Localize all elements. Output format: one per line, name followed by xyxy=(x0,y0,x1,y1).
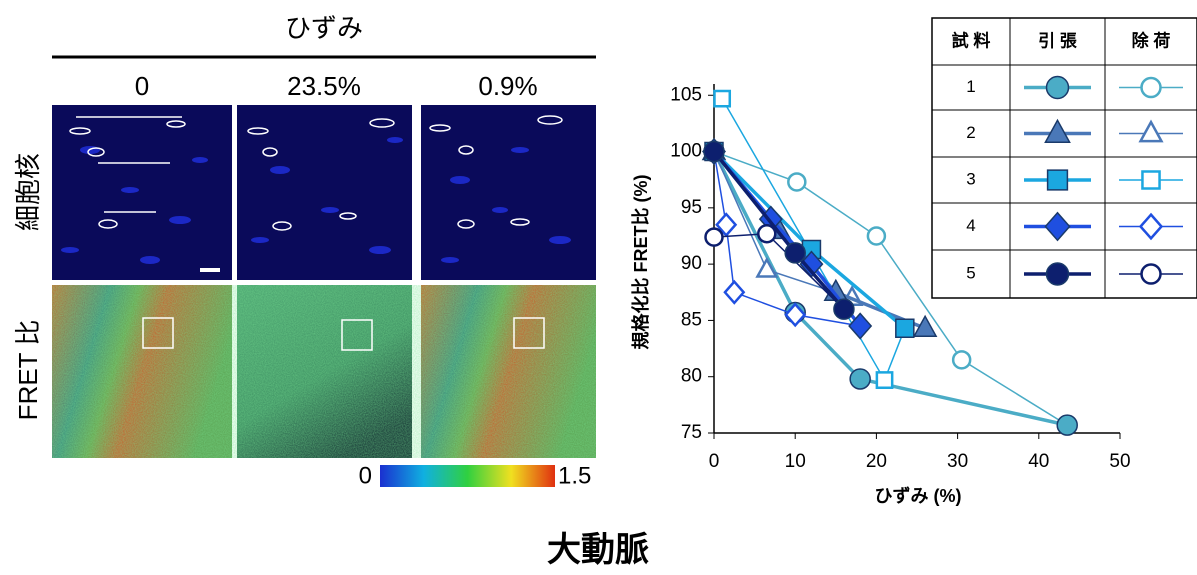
marker xyxy=(715,212,738,238)
y-tick-label: 105 xyxy=(670,84,702,105)
x-tick-label: 20 xyxy=(866,451,887,472)
x-tick-label: 50 xyxy=(1109,451,1130,472)
y-tick-label: 100 xyxy=(670,141,702,162)
loading-line xyxy=(712,150,1068,427)
marker xyxy=(1045,262,1070,286)
marker xyxy=(1056,414,1078,436)
marker xyxy=(895,318,915,339)
marker xyxy=(1141,170,1161,190)
marker xyxy=(1138,119,1164,143)
colorbar-label: 0 xyxy=(359,462,372,489)
marker xyxy=(912,314,938,338)
colorbar xyxy=(380,465,555,487)
marker xyxy=(755,256,779,278)
marker xyxy=(704,227,724,247)
legend-label: 2 xyxy=(966,123,975,142)
marker xyxy=(875,371,894,389)
x-tick-label: 30 xyxy=(947,451,968,472)
marker xyxy=(713,89,732,108)
marker xyxy=(951,350,972,370)
y-tick-label: 95 xyxy=(681,197,702,218)
column-label: 23.5% xyxy=(287,71,361,101)
y-tick-label: 85 xyxy=(681,309,702,330)
y-tick-label: 75 xyxy=(681,422,702,443)
marker xyxy=(703,140,725,163)
marker xyxy=(757,223,777,244)
figure-title: 大動脈 xyxy=(547,531,649,569)
marker xyxy=(1044,118,1071,144)
x-tick-label: 10 xyxy=(785,451,806,472)
column-label: 0 xyxy=(135,71,149,101)
legend-header: 試 料 xyxy=(952,30,991,50)
nucleus-images xyxy=(52,105,596,280)
y-axis-label: 規格化比 FRET比 (%) xyxy=(630,175,651,350)
marker xyxy=(787,172,807,192)
marker xyxy=(1045,75,1070,100)
marker xyxy=(849,368,871,390)
y-tick-label: 80 xyxy=(681,366,702,387)
legend: 試 料 引 張 除 荷 1 2 3 4 5 xyxy=(931,17,1197,299)
column-label: 0.9% xyxy=(478,71,537,101)
legend-header: 引 張 xyxy=(1038,31,1078,50)
row-label: 細胞核 xyxy=(13,153,43,231)
legend-frame xyxy=(931,17,1197,299)
strain-header: ひずみ xyxy=(285,13,363,43)
marker xyxy=(1046,169,1069,191)
marker xyxy=(723,279,746,305)
legend-header: 除 荷 xyxy=(1132,30,1171,50)
marker xyxy=(1138,212,1164,241)
legend-label: 5 xyxy=(966,263,975,282)
marker xyxy=(1140,263,1162,285)
marker xyxy=(784,242,806,264)
chart: 75 80 85 90 95 100 105 0 10 20 30 40 50 ひずみ (%) 規格化比 F… xyxy=(630,17,1197,506)
marker xyxy=(1044,211,1071,242)
legend-label: 3 xyxy=(966,169,975,188)
marker xyxy=(1140,76,1162,99)
x-tick-label: 0 xyxy=(709,451,720,472)
row-label: FRET 比 xyxy=(13,320,43,421)
marker xyxy=(866,226,887,246)
colorbar-label: 1.5 xyxy=(558,462,591,489)
x-tick-label: 40 xyxy=(1028,451,1049,472)
y-tick-label: 90 xyxy=(681,253,702,274)
x-axis-label: ひずみ (%) xyxy=(875,486,962,506)
marker xyxy=(784,302,807,328)
marker xyxy=(848,312,873,340)
marker xyxy=(833,298,855,320)
fret-images xyxy=(52,285,596,458)
legend-label: 4 xyxy=(966,216,975,235)
legend-label: 1 xyxy=(966,77,975,96)
